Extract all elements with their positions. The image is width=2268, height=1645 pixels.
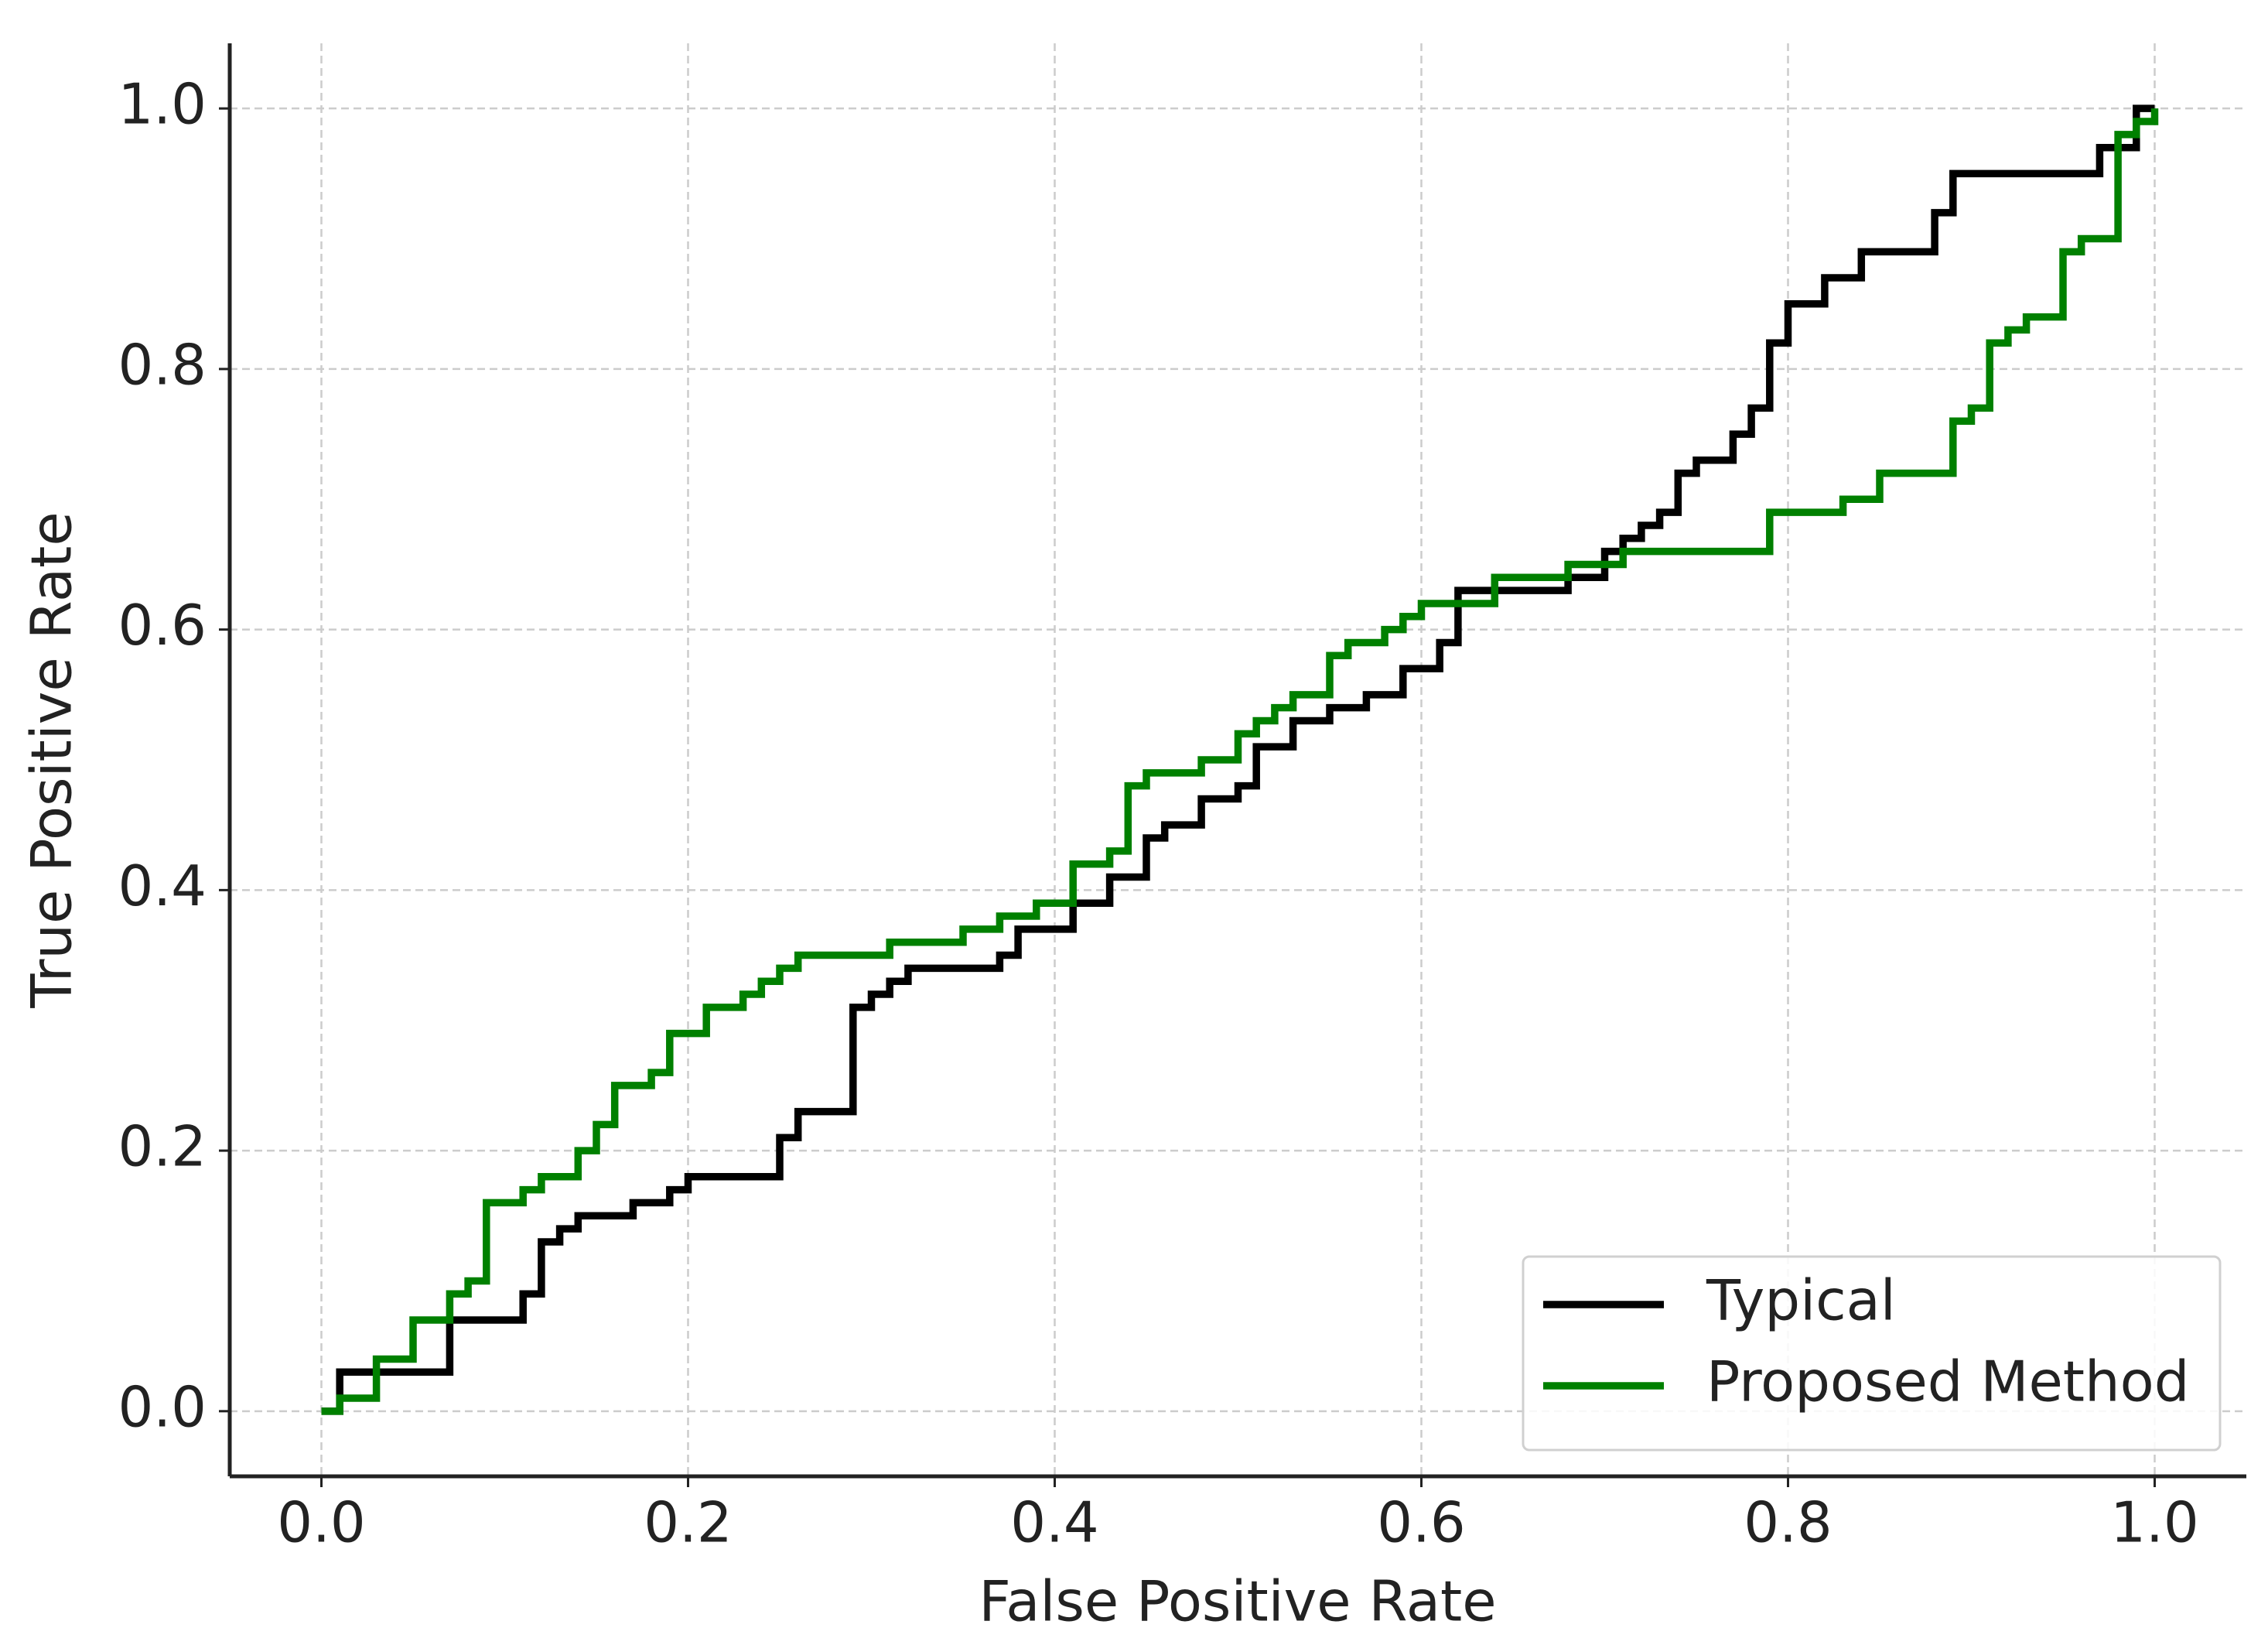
legend-label: Proposed Method xyxy=(1706,1349,2189,1414)
x-tick-label: 0.0 xyxy=(277,1490,366,1555)
legend-box xyxy=(1522,1255,2222,1452)
y-tick-label: 1.0 xyxy=(118,72,207,137)
x-tick-label: 0.4 xyxy=(1010,1490,1099,1555)
legend-label: Typical xyxy=(1706,1268,1896,1333)
y-tick-label: 0.0 xyxy=(118,1374,207,1439)
x-tick-label: 1.0 xyxy=(2110,1490,2199,1555)
y-tick-label: 0.2 xyxy=(118,1114,207,1179)
x-tick-label: 0.8 xyxy=(1744,1490,1833,1555)
y-tick-label: 0.6 xyxy=(118,593,207,658)
x-tick-label: 0.2 xyxy=(644,1490,733,1555)
line-series xyxy=(321,104,2155,1415)
y-tick-label: 0.8 xyxy=(118,332,207,397)
y-tick-label: 0.4 xyxy=(118,853,207,918)
x-axis-label: False Positive Rate xyxy=(979,1569,1496,1634)
line-series xyxy=(321,108,2159,1415)
legend: Typical Proposed Method xyxy=(1522,1255,2222,1452)
x-tick-label: 0.6 xyxy=(1377,1490,1466,1555)
y-axis-label: True Positive Rate xyxy=(19,511,84,1008)
